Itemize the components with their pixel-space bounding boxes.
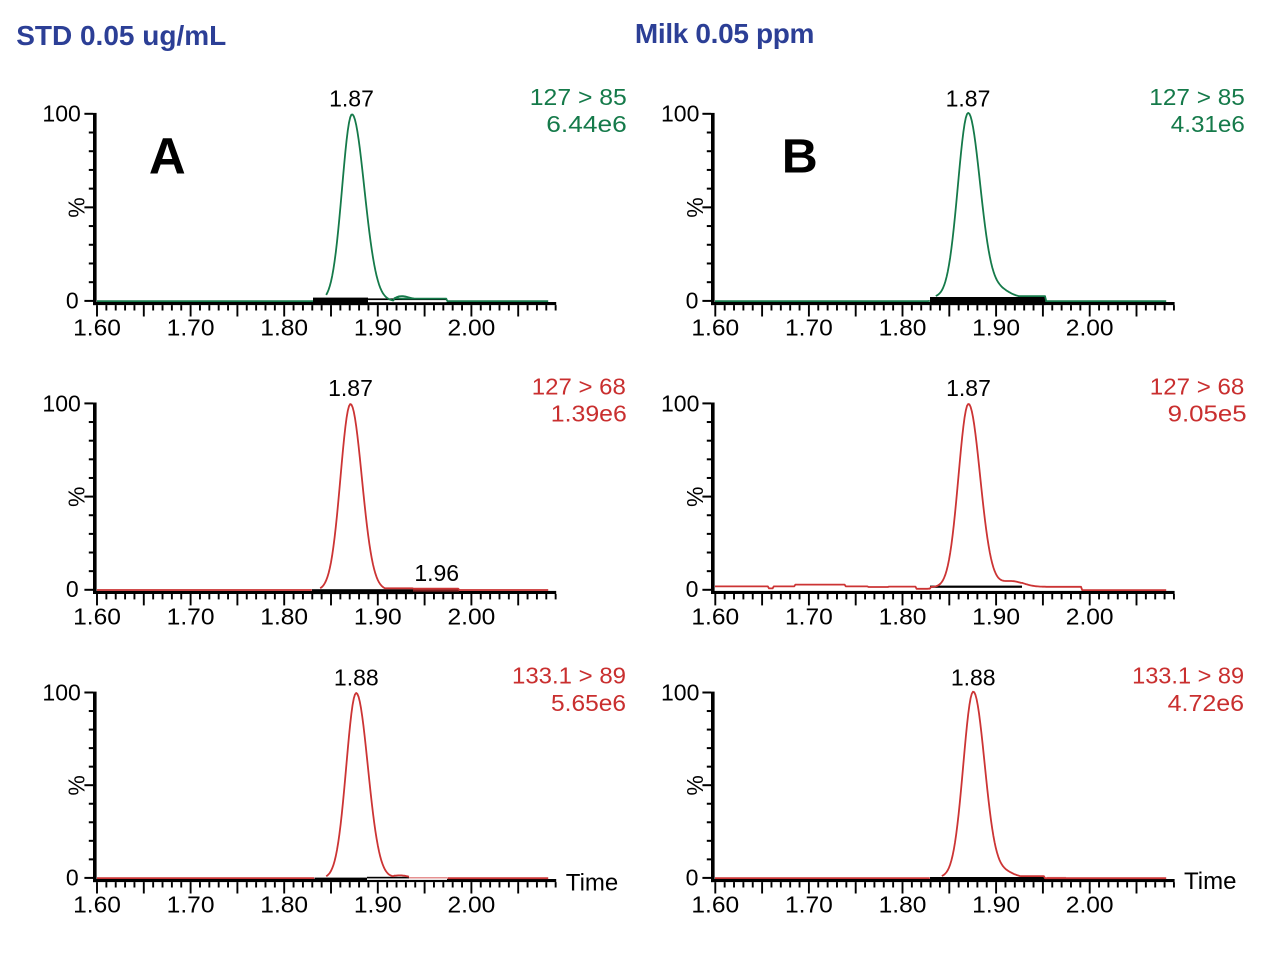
svg-text:%: % [64,197,90,217]
svg-text:1.87: 1.87 [946,86,991,112]
svg-text:1.80: 1.80 [260,315,308,341]
svg-text:1.70: 1.70 [785,315,833,341]
svg-text:6.44e6: 6.44e6 [546,111,627,137]
svg-text:1.80: 1.80 [879,315,927,341]
svg-text:0: 0 [686,864,699,890]
svg-text:1.90: 1.90 [354,604,402,630]
svg-text:4.31e6: 4.31e6 [1171,111,1245,137]
svg-text:100: 100 [661,390,699,416]
svg-text:Milk 0.05 ppm: Milk 0.05 ppm [635,18,814,49]
svg-text:4.72e6: 4.72e6 [1168,690,1245,716]
svg-text:1.90: 1.90 [972,604,1020,630]
svg-text:1.80: 1.80 [260,892,308,918]
svg-text:133.1 > 89: 133.1 > 89 [1132,663,1244,689]
svg-text:1.70: 1.70 [785,892,833,918]
svg-text:100: 100 [42,390,80,416]
svg-text:2.00: 2.00 [1066,604,1114,630]
svg-text:%: % [682,775,708,795]
svg-text:0: 0 [66,287,79,313]
svg-text:1.70: 1.70 [167,892,215,918]
svg-text:1.96: 1.96 [414,560,459,586]
svg-text:5.65e6: 5.65e6 [551,690,626,716]
svg-text:133.1 > 89: 133.1 > 89 [512,663,626,689]
svg-text:1.60: 1.60 [691,315,739,341]
svg-text:%: % [682,487,708,507]
svg-text:1.60: 1.60 [73,604,121,630]
svg-text:1.87: 1.87 [328,375,373,401]
svg-text:1.70: 1.70 [785,604,833,630]
svg-text:%: % [682,197,708,217]
svg-text:2.00: 2.00 [448,604,496,630]
svg-text:2.00: 2.00 [1066,892,1114,918]
svg-text:1.90: 1.90 [354,315,402,341]
svg-text:1.80: 1.80 [879,604,927,630]
svg-text:1.90: 1.90 [972,315,1020,341]
svg-text:1.60: 1.60 [691,604,739,630]
svg-text:0: 0 [66,576,79,602]
svg-text:Time: Time [1184,868,1236,895]
svg-text:1.90: 1.90 [354,892,402,918]
svg-text:0: 0 [66,864,79,890]
svg-text:1.39e6: 1.39e6 [551,401,627,427]
svg-text:100: 100 [661,101,699,127]
svg-text:1.90: 1.90 [972,892,1020,918]
svg-text:%: % [64,775,90,795]
svg-text:100: 100 [661,679,699,705]
svg-text:1.60: 1.60 [691,892,739,918]
svg-text:1.88: 1.88 [334,664,379,690]
svg-text:1.70: 1.70 [167,604,215,630]
svg-text:1.87: 1.87 [946,375,991,401]
svg-text:1.70: 1.70 [167,315,215,341]
svg-text:2.00: 2.00 [448,315,496,341]
svg-text:1.80: 1.80 [260,604,308,630]
svg-text:2.00: 2.00 [1066,315,1114,341]
svg-text:1.60: 1.60 [73,892,121,918]
svg-text:127 > 68: 127 > 68 [1150,373,1245,399]
svg-text:%: % [64,487,90,507]
svg-text:9.05e5: 9.05e5 [1168,401,1247,427]
svg-text:127 > 68: 127 > 68 [532,373,626,399]
svg-text:2.00: 2.00 [448,892,496,918]
svg-text:1.87: 1.87 [329,86,374,112]
svg-text:A: A [149,127,186,184]
svg-text:0: 0 [686,576,699,602]
svg-text:127 > 85: 127 > 85 [1149,84,1245,110]
svg-text:Time: Time [566,869,618,896]
svg-text:1.60: 1.60 [73,315,121,341]
svg-text:STD 0.05 ug/mL: STD 0.05 ug/mL [16,20,226,51]
svg-text:1.88: 1.88 [951,664,996,690]
svg-text:100: 100 [42,679,80,705]
svg-text:100: 100 [42,101,80,127]
svg-text:1.80: 1.80 [879,892,927,918]
svg-text:127 > 85: 127 > 85 [530,84,627,110]
svg-text:0: 0 [686,287,699,313]
svg-text:B: B [782,131,818,184]
